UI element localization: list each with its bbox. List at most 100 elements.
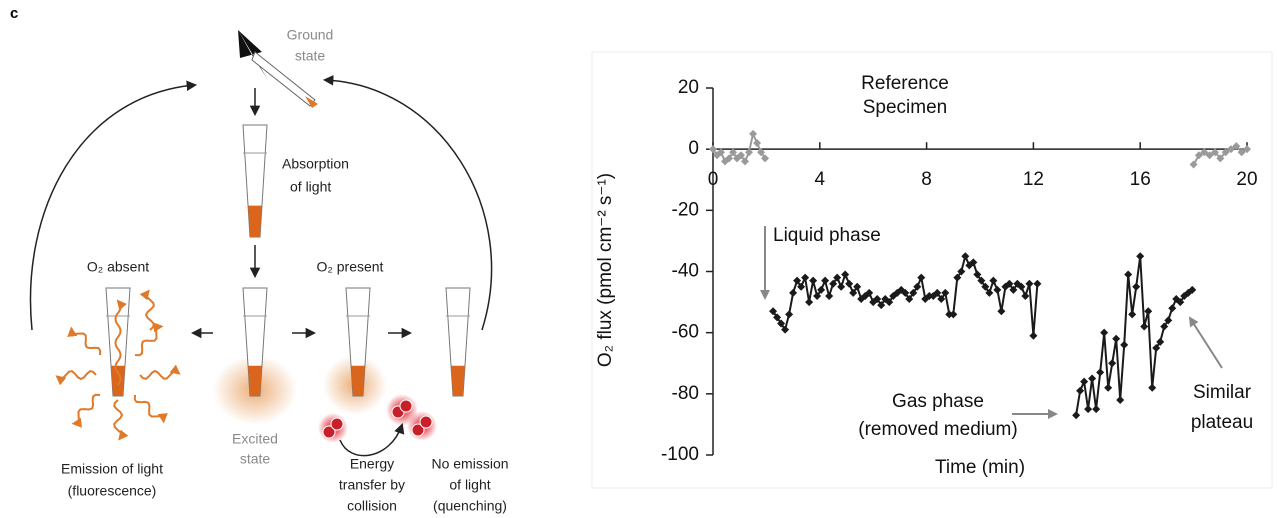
- data-point: [773, 313, 782, 322]
- emitted-light: [71, 393, 101, 428]
- tube-fluid: [248, 365, 262, 396]
- data-point: [725, 154, 734, 163]
- data-point: [1120, 340, 1129, 349]
- data-point: [1072, 411, 1081, 420]
- emitted-light: [134, 322, 164, 357]
- data-point: [1033, 279, 1042, 288]
- data-point: [909, 288, 918, 297]
- data-point: [1140, 322, 1149, 331]
- transfer-arrow: [339, 423, 405, 457]
- data-point: [1156, 337, 1165, 346]
- y-tick-label: -100: [661, 444, 699, 465]
- data-point: [885, 298, 894, 307]
- legend-entry: Specimen: [863, 97, 948, 118]
- data-point: [781, 325, 790, 334]
- data-point: [1128, 310, 1137, 319]
- data-point: [1237, 148, 1246, 157]
- energy-transfer-label: Energy: [350, 456, 394, 472]
- data-point: [745, 148, 754, 157]
- data-point: [801, 273, 810, 282]
- data-point: [741, 157, 750, 166]
- data-point: [917, 273, 926, 282]
- x-axis-label: Time (min): [935, 457, 1025, 478]
- chart: O₂ flux (pmol cm⁻² s⁻¹) Time (min) Liqui…: [595, 73, 1258, 478]
- data-point: [1194, 151, 1203, 160]
- data-point: [957, 267, 966, 276]
- data-point: [1100, 328, 1109, 337]
- data-point: [1080, 377, 1089, 386]
- data-point: [989, 276, 998, 285]
- data-point: [761, 154, 770, 163]
- data-point: [941, 288, 950, 297]
- x-tick-label: 12: [1023, 169, 1044, 190]
- data-point: [985, 288, 994, 297]
- data-point: [717, 148, 726, 157]
- data-point: [1132, 282, 1141, 291]
- data-point: [1021, 291, 1030, 300]
- y-axis-label: O₂ flux (pmol cm⁻² s⁻¹): [595, 173, 616, 367]
- data-point: [1108, 359, 1117, 368]
- data-point: [1005, 279, 1014, 288]
- data-point: [1136, 252, 1145, 261]
- data-point: [865, 288, 874, 297]
- data-point: [753, 139, 762, 148]
- x-tick-label: 8: [921, 169, 932, 190]
- excited-state: Excited: [232, 431, 278, 447]
- diagram: Ground state Absorption of light O₂ abse…: [29, 27, 509, 514]
- data-point: [749, 129, 758, 138]
- tube-fluid: [111, 365, 125, 396]
- data-point: [829, 279, 838, 288]
- oxygen-atom: [419, 415, 433, 429]
- y-tick-label: -40: [672, 261, 699, 282]
- emitted-light: [67, 326, 102, 356]
- data-point: [797, 282, 806, 291]
- tube-fluid: [248, 205, 262, 237]
- data-point: [1168, 304, 1177, 313]
- data-point: [925, 291, 934, 300]
- data-point: [981, 282, 990, 291]
- data-point: [1200, 148, 1209, 157]
- y-tick-label: -60: [672, 322, 699, 343]
- ground-state: Ground: [287, 27, 334, 43]
- data-point: [1144, 307, 1153, 316]
- data-point: [1029, 331, 1038, 340]
- cycle-arrow: [29, 80, 198, 331]
- chart-frame: [591, 51, 1273, 489]
- data-point: [805, 298, 814, 307]
- light-tip: [305, 96, 318, 108]
- data-point: [1243, 145, 1251, 154]
- x-tick-label: 0: [708, 169, 719, 190]
- data-point: [1124, 270, 1133, 279]
- data-point: [817, 285, 826, 294]
- annotation: plateau: [1191, 412, 1253, 433]
- data-point: [1176, 298, 1185, 307]
- data-point: [833, 273, 842, 282]
- data-point: [1210, 148, 1219, 157]
- oxygen-molecules: [322, 399, 433, 439]
- data-point: [1152, 343, 1161, 352]
- data-point: [1226, 145, 1235, 154]
- data-point: [961, 252, 970, 261]
- data-point: [993, 285, 1002, 294]
- emitted-light: [139, 289, 155, 331]
- annotation: (removed medium): [858, 419, 1017, 440]
- data-point: [821, 276, 830, 285]
- data-point: [737, 151, 746, 160]
- energy-transfer-label: collision: [347, 498, 397, 514]
- data-point: [1216, 154, 1225, 163]
- series-line: [1075, 256, 1193, 416]
- data-point: [877, 301, 886, 310]
- data-point: [1076, 386, 1085, 395]
- data-point: [973, 270, 982, 279]
- data-point: [937, 295, 946, 304]
- data-point: [789, 288, 798, 297]
- data-point: [1104, 383, 1113, 392]
- data-point: [1116, 395, 1125, 404]
- data-point: [709, 145, 717, 154]
- data-point: [997, 307, 1006, 316]
- y-tick-label: 0: [688, 138, 699, 159]
- data-point: [1009, 285, 1018, 294]
- o2-absent: O₂ absent: [87, 259, 149, 275]
- data-point: [1205, 151, 1214, 160]
